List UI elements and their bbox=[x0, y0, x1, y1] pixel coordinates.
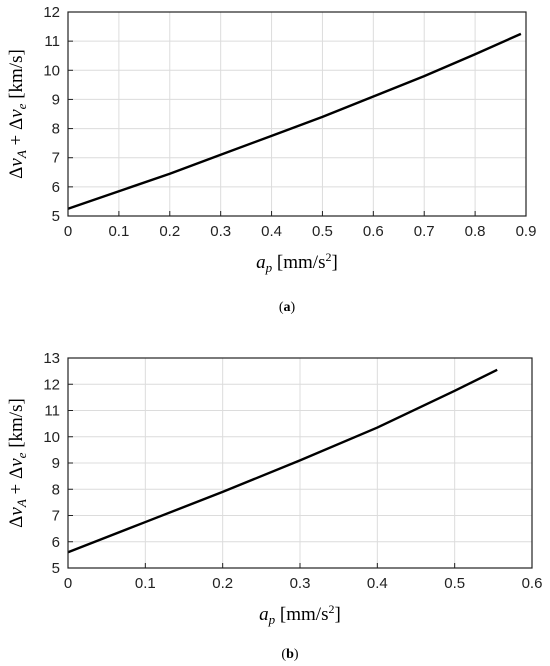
x-tick-label: 0.4 bbox=[261, 223, 282, 240]
y-tick-label: 6 bbox=[52, 534, 60, 551]
y-tick-label: 7 bbox=[52, 150, 60, 167]
x-axis-label: ap [mm/s2] bbox=[256, 250, 338, 275]
panel-caption: (a) bbox=[279, 300, 296, 315]
x-tick-label: 0.1 bbox=[108, 223, 129, 240]
y-tick-label: 8 bbox=[52, 121, 60, 138]
x-tick-label: 0 bbox=[64, 223, 72, 240]
y-tick-label: 8 bbox=[52, 481, 60, 498]
series-line bbox=[67, 32, 522, 210]
x-tick-label: 0.2 bbox=[212, 575, 233, 592]
y-tick-label: 13 bbox=[43, 350, 60, 367]
x-tick-label: 0.6 bbox=[522, 575, 543, 592]
chart-panel-a: 0 0.1 0.2 0.3 0.4 0.5 0.6 0.7 0.8 0.956789101112 … bbox=[6, 4, 536, 315]
y-tick-label: 10 bbox=[43, 62, 60, 79]
x-axis-label: ap [mm/s2] bbox=[259, 602, 341, 627]
x-tick-label: 0.3 bbox=[210, 223, 231, 240]
x-tick-label: 0.7 bbox=[414, 223, 435, 240]
y-tick-label: 6 bbox=[52, 179, 60, 196]
x-tick-label: 0 bbox=[64, 575, 72, 592]
x-tick-label: 0.5 bbox=[444, 575, 465, 592]
x-tick-label: 0.8 bbox=[465, 223, 486, 240]
y-tick-label: 12 bbox=[43, 376, 60, 393]
x-tick-label: 0.6 bbox=[363, 223, 384, 240]
y-tick-label: 7 bbox=[52, 508, 60, 525]
y-tick-label: 12 bbox=[43, 4, 60, 21]
y-tick-label: 5 bbox=[52, 208, 60, 225]
x-tick-label: 0.9 bbox=[516, 223, 537, 240]
y-tick-label: 9 bbox=[52, 91, 60, 108]
y-tick-label: 9 bbox=[52, 455, 60, 472]
y-axis-label: ΔvA + Δve [km/s] bbox=[6, 398, 29, 528]
y-tick-label: 11 bbox=[44, 33, 60, 50]
x-tick-label: 0.4 bbox=[367, 575, 388, 592]
y-tick-label: 10 bbox=[43, 429, 60, 446]
x-tick-label: 0.2 bbox=[159, 223, 180, 240]
y-axis-label: ΔvA + Δve [km/s] bbox=[6, 49, 29, 179]
x-tick-label: 0.1 bbox=[135, 575, 156, 592]
chart-panel-b: 0 0.1 0.2 0.3 0.4 0.5 0.6 5 6 7 8 9 10 11 12 13 ΔvA + Δ… bbox=[6, 350, 542, 662]
x-tick-label: 0.5 bbox=[312, 223, 333, 240]
x-tick-label: 0.3 bbox=[290, 575, 311, 592]
series-line bbox=[67, 368, 498, 554]
plot-frame bbox=[67, 11, 527, 217]
y-tick-label: 5 bbox=[52, 560, 60, 577]
panel-caption: (b) bbox=[281, 647, 298, 662]
y-tick-label: 11 bbox=[44, 403, 60, 420]
